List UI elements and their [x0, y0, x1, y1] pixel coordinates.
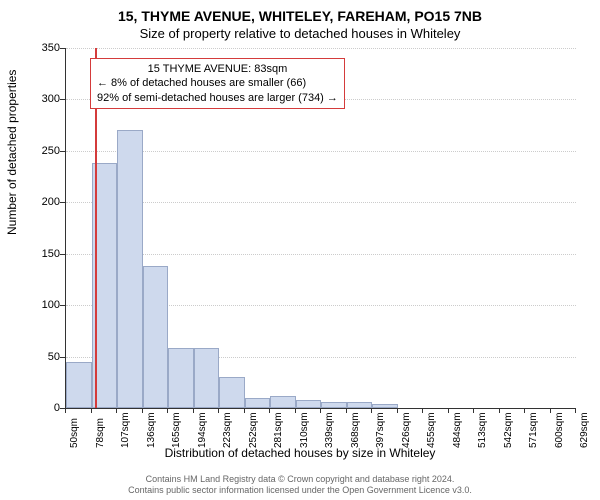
xtick-label: 107sqm: [120, 412, 131, 448]
xtick-mark: [244, 408, 245, 413]
xtick-mark: [269, 408, 270, 413]
xtick-mark: [167, 408, 168, 413]
histogram-bar: [347, 402, 373, 408]
histogram-bar: [194, 348, 220, 408]
xtick-mark: [422, 408, 423, 413]
xtick-label: 223sqm: [222, 412, 233, 448]
ytick-label: 150: [25, 248, 60, 260]
xtick-label: 78sqm: [95, 418, 106, 448]
histogram-bar: [117, 130, 143, 408]
histogram-bar: [168, 348, 194, 408]
ytick-mark: [60, 99, 65, 100]
xtick-mark: [65, 408, 66, 413]
xtick-mark: [550, 408, 551, 413]
xtick-label: 600sqm: [554, 412, 565, 448]
xtick-label: 513sqm: [477, 412, 488, 448]
histogram-bar: [296, 400, 322, 408]
ytick-mark: [60, 151, 65, 152]
ytick-label: 50: [25, 351, 60, 363]
xtick-mark: [448, 408, 449, 413]
ytick-label: 250: [25, 145, 60, 157]
xtick-label: 455sqm: [426, 412, 437, 448]
xtick-label: 426sqm: [401, 412, 412, 448]
ytick-mark: [60, 254, 65, 255]
xtick-label: 165sqm: [171, 412, 182, 448]
info-box: 15 THYME AVENUE: 83sqm ← 8% of detached …: [90, 58, 345, 109]
xtick-label: 571sqm: [528, 412, 539, 448]
xtick-label: 50sqm: [69, 418, 80, 448]
xtick-mark: [193, 408, 194, 413]
histogram-bar: [321, 402, 347, 408]
ytick-mark: [60, 357, 65, 358]
xtick-mark: [499, 408, 500, 413]
x-axis-label: Distribution of detached houses by size …: [0, 446, 600, 460]
ytick-mark: [60, 202, 65, 203]
histogram-bar: [270, 396, 296, 408]
xtick-label: 629sqm: [579, 412, 590, 448]
xtick-mark: [91, 408, 92, 413]
xtick-label: 194sqm: [197, 412, 208, 448]
footer: Contains HM Land Registry data © Crown c…: [0, 474, 600, 496]
gridline: [66, 151, 576, 152]
histogram-bar: [372, 404, 398, 408]
ytick-label: 300: [25, 93, 60, 105]
xtick-mark: [575, 408, 576, 413]
xtick-mark: [295, 408, 296, 413]
footer-line-2: Contains public sector information licen…: [0, 485, 600, 496]
footer-line-1: Contains HM Land Registry data © Crown c…: [0, 474, 600, 485]
xtick-label: 281sqm: [273, 412, 284, 448]
xtick-label: 252sqm: [248, 412, 259, 448]
xtick-label: 397sqm: [375, 412, 386, 448]
histogram-bar: [143, 266, 169, 408]
xtick-mark: [524, 408, 525, 413]
chart-container: 15, THYME AVENUE, WHITELEY, FAREHAM, PO1…: [0, 0, 600, 500]
info-line-3: 92% of semi-detached houses are larger (…: [97, 91, 338, 105]
xtick-label: 339sqm: [324, 412, 335, 448]
chart-title: 15, THYME AVENUE, WHITELEY, FAREHAM, PO1…: [0, 8, 600, 24]
histogram-bar: [245, 398, 271, 408]
y-axis-label: Number of detached properties: [5, 70, 19, 235]
ytick-mark: [60, 305, 65, 306]
xtick-mark: [142, 408, 143, 413]
gridline: [66, 254, 576, 255]
xtick-mark: [320, 408, 321, 413]
xtick-mark: [218, 408, 219, 413]
xtick-label: 368sqm: [350, 412, 361, 448]
xtick-mark: [473, 408, 474, 413]
xtick-mark: [346, 408, 347, 413]
ytick-label: 200: [25, 196, 60, 208]
gridline: [66, 202, 576, 203]
xtick-label: 484sqm: [452, 412, 463, 448]
xtick-mark: [371, 408, 372, 413]
xtick-mark: [397, 408, 398, 413]
ytick-mark: [60, 48, 65, 49]
xtick-mark: [116, 408, 117, 413]
ytick-label: 0: [25, 402, 60, 414]
ytick-label: 100: [25, 299, 60, 311]
xtick-label: 542sqm: [503, 412, 514, 448]
info-line-2: ← 8% of detached houses are smaller (66): [97, 76, 338, 90]
xtick-label: 136sqm: [146, 412, 157, 448]
histogram-bar: [66, 362, 92, 408]
chart-subtitle: Size of property relative to detached ho…: [0, 26, 600, 41]
ytick-label: 350: [25, 42, 60, 54]
histogram-bar: [219, 377, 245, 408]
xtick-label: 310sqm: [299, 412, 310, 448]
gridline: [66, 48, 576, 49]
info-line-1: 15 THYME AVENUE: 83sqm: [97, 62, 338, 76]
